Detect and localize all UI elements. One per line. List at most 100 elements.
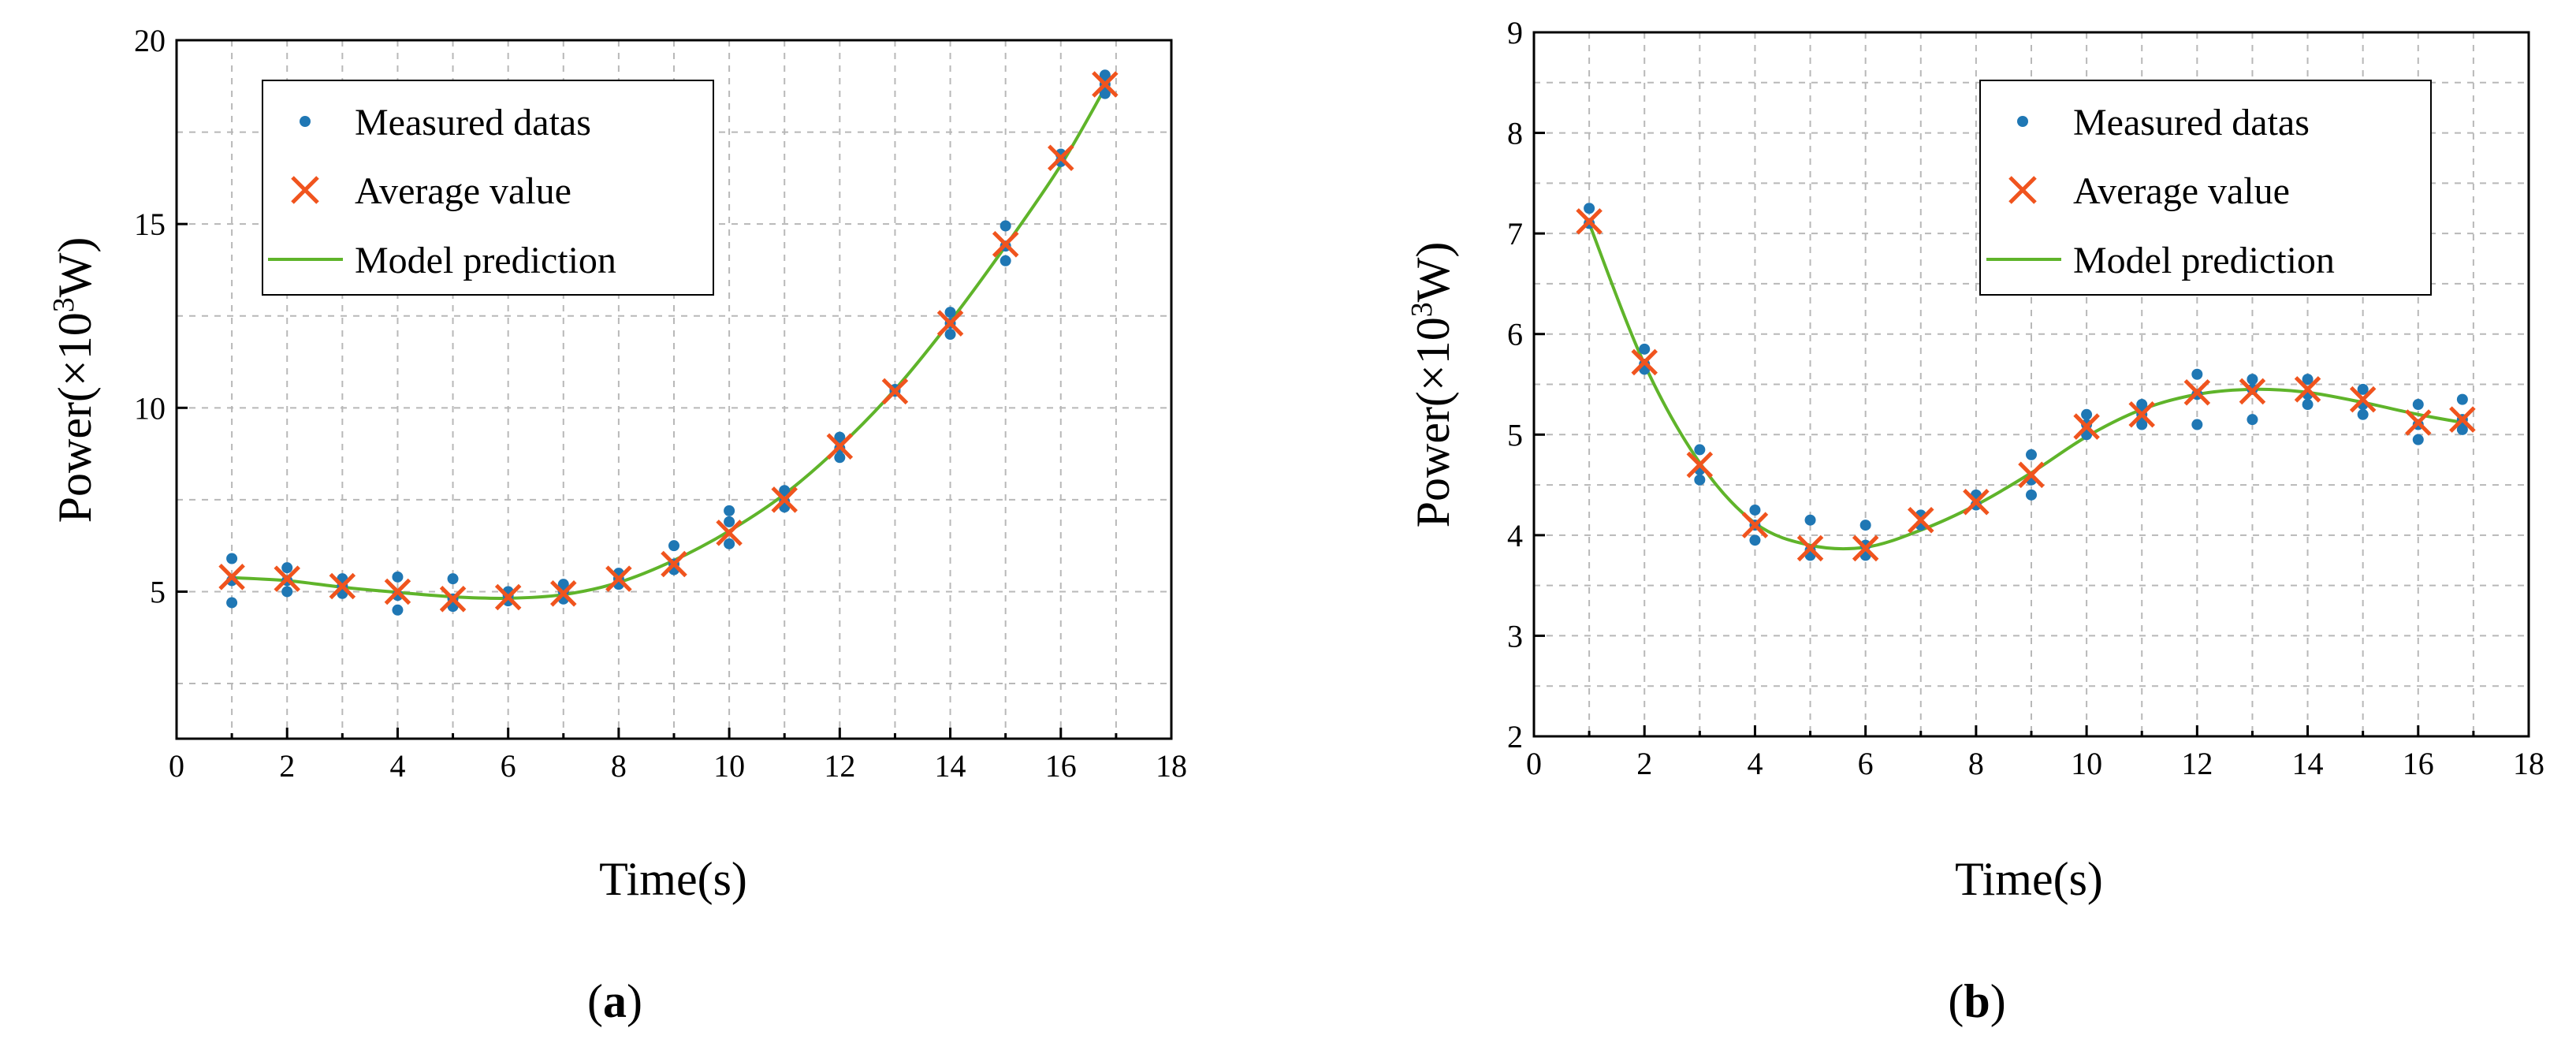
panel-a-measured-point	[668, 540, 679, 552]
panel-a-average-marker	[550, 580, 577, 607]
panel-b-average-marker	[2073, 413, 2100, 440]
panel-a-measured-point	[724, 505, 735, 516]
panel-a-y-axis-title-sup: 3	[47, 297, 80, 312]
panel-b-y-tick-label: 4	[1507, 518, 1523, 553]
panel-a-average-marker	[329, 572, 356, 600]
panel-b-average-marker	[1631, 348, 1658, 376]
panel-b-y-tick-label: 3	[1507, 618, 1523, 654]
panel-a-measured-point	[1000, 220, 1011, 232]
panel-b-x-tick-label: 6	[1858, 746, 1874, 781]
panel-b-measured-point	[1859, 520, 1871, 531]
panel-a-measured-point	[779, 485, 791, 497]
panel-a-y-tick-label: 15	[134, 207, 166, 242]
panel-a-y-axis-title: Power(×103W)	[47, 237, 101, 523]
panel-b-measured-point	[1749, 535, 1761, 546]
panel-a-average-marker	[1092, 71, 1119, 98]
panel-a-y-tick-label: 5	[150, 574, 166, 609]
panel-b-average-marker	[1686, 451, 1714, 479]
panel-a-label: (a)	[587, 975, 642, 1027]
panel-b-x-tick-label: 12	[2181, 746, 2213, 781]
panel-a-x-tick-label: 6	[501, 748, 516, 784]
panel-a-measured-point	[226, 553, 238, 564]
panel-b-y-axis-title-end: W)	[1407, 242, 1459, 303]
panel-b-average-marker	[1963, 488, 1990, 516]
panel-a-legend: Measured datas Average value Model predi…	[262, 80, 714, 296]
panel-a-average-marker	[274, 565, 300, 592]
panel-a-label-letter: a	[603, 975, 627, 1027]
panel-a-y-axis-title-end: W)	[49, 237, 101, 298]
panel-b-measured-point	[2136, 399, 2148, 411]
panel-b-legend-measured-label: Measured datas	[2073, 102, 2310, 143]
panel-b-y-tick-label: 6	[1507, 317, 1523, 352]
panel-a-average-marker	[605, 565, 632, 592]
panel-b-measured-point	[2136, 419, 2148, 430]
panel-a-average-marker	[771, 486, 798, 513]
panel-a-average-marker	[936, 310, 964, 337]
panel-a-chart: 0 2 4 6 8 10 12 14 16 18 5 10 15 20 Measured datas Av…	[47, 23, 1187, 1027]
panel-b-measured-point	[2456, 393, 2468, 405]
panel-b-label-letter: b	[1964, 975, 1990, 1027]
panel-b-measured-point	[2081, 408, 2093, 420]
panel-a-measured-point	[724, 516, 735, 527]
panel-b-x-axis-title: Time(s)	[1955, 853, 2103, 905]
panel-b-x-tick-label: 8	[1968, 746, 1984, 781]
panel-a-x-tick-label: 2	[279, 748, 295, 784]
panel-b-average-marker	[2239, 378, 2266, 405]
panel-a-measured-point	[392, 571, 404, 583]
panel-a-measured-point	[392, 604, 404, 616]
panel-a-legend-model-label: Model prediction	[355, 240, 616, 281]
panel-a-average-marker	[384, 578, 411, 605]
panel-a-measured-point	[1099, 88, 1111, 99]
panel-b-average-marker	[2018, 461, 2045, 489]
panel-a-plot-layer: 0 2 4 6 8 10 12 14 16 18 5 10 15 20	[134, 23, 1187, 784]
panel-b-average-marker	[2449, 406, 2476, 433]
panel-a-average-marker	[881, 378, 909, 405]
panel-a-measured-point	[724, 538, 735, 549]
panel-a-x-axis-title: Time(s)	[599, 853, 747, 905]
panel-b-measured-point	[2412, 399, 2424, 411]
panel-a-x-tick-label: 8	[611, 748, 627, 784]
panel-a-x-tick-label: 4	[389, 748, 405, 784]
panel-b-x-tick-label: 2	[1636, 746, 1652, 781]
panel-b-y-axis-title: Power(×103W)	[1405, 242, 1459, 528]
panel-b-legend-x-marker	[2008, 176, 2037, 204]
panel-b-y-tick-label: 9	[1507, 15, 1523, 50]
panel-a-x-tick-label: 18	[1156, 748, 1187, 784]
panel-a-average-marker	[992, 231, 1019, 258]
panel-b-x-tick-label: 4	[1747, 746, 1763, 781]
panel-b-average-marker	[2349, 386, 2377, 413]
panel-a-measured-point	[1000, 255, 1011, 266]
panel-b-measured-point	[1694, 474, 1706, 486]
panel-a-y-axis-title-main: Power(×10	[49, 312, 101, 523]
panel-b-measured-point	[2302, 374, 2314, 386]
panel-a-measured-point	[281, 562, 293, 574]
panel-b-legend: Measured datas Average value Model predi…	[1979, 80, 2432, 296]
panel-b-x-tick-label: 16	[2403, 746, 2434, 781]
panel-b-label: (b)	[1948, 975, 2005, 1027]
panel-a-average-marker	[1048, 144, 1074, 171]
panel-b-measured-point	[2456, 423, 2468, 435]
panel-b-average-marker	[1741, 512, 1769, 538]
panel-b-legend-average-label: Average value	[2073, 170, 2290, 212]
panel-a-x-tick-label: 16	[1045, 748, 1077, 784]
panel-b-x-tick-label: 14	[2292, 746, 2324, 781]
panel-a-measured-point	[447, 573, 459, 585]
panel-b-measured-point	[2191, 419, 2203, 430]
panel-a-legend-dot-marker	[300, 116, 311, 127]
panel-b-x-tick-label: 10	[2071, 746, 2102, 781]
panel-b-measured-point	[2247, 374, 2258, 386]
panel-b-y-tick-label: 2	[1507, 719, 1523, 754]
panel-b-average-marker	[1852, 535, 1879, 562]
panel-a-x-tick-label: 14	[935, 748, 966, 784]
panel-b-average-marker	[2183, 378, 2211, 406]
panel-b-average-marker	[2128, 401, 2155, 428]
panel-b-average-marker	[1576, 208, 1603, 235]
panel-a-average-marker	[826, 433, 854, 460]
panel-a-legend-x-marker	[291, 176, 319, 204]
panel-a-legend-measured-label: Measured datas	[355, 102, 591, 143]
panel-b-legend-model-label: Model prediction	[2073, 240, 2335, 281]
panel-a-average-marker	[494, 583, 522, 611]
panel-a-legend-average-label: Average value	[355, 170, 571, 212]
